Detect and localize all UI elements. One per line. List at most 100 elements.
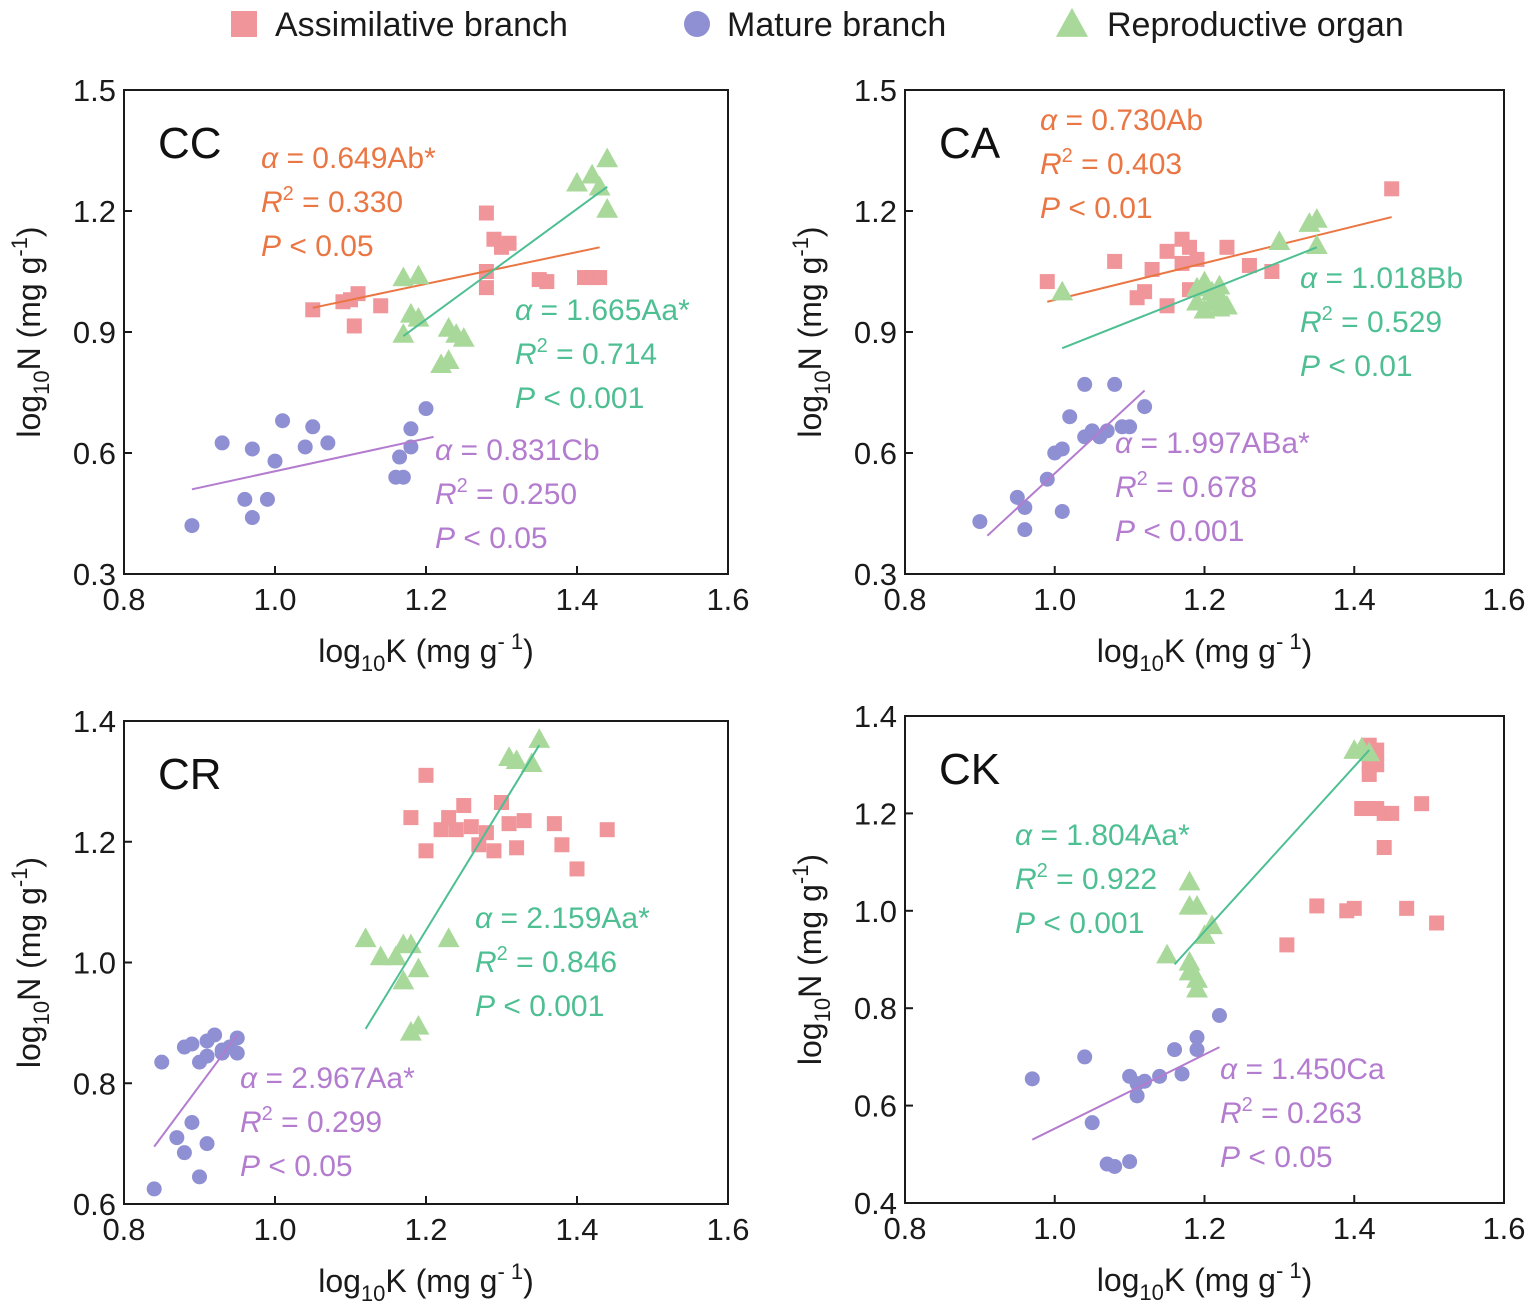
panel-cc: 0.8 1.0 1.2 1.4 1.6 0.3 0.6 0.9 1.2 1.5 log10K (mg… [7,73,750,676]
data-point-assimilative-branch [592,270,608,286]
x-tick-label: 1.2 [1183,1211,1226,1246]
stat-r2: R2 = 0.263 [1220,1094,1362,1130]
data-point-mature-branch [395,469,411,485]
y-tick-label: 0.9 [73,315,116,350]
data-point-reproductive-organ [1216,294,1238,315]
y-tick-label: 1.2 [73,194,116,229]
series-mature-branch: α = 2.967Aa* R2 = 0.299 P < 0.05 [146,1027,415,1197]
data-point-reproductive-organ [528,728,551,748]
data-point-assimilative-branch [478,205,494,221]
data-point-assimilative-branch [448,822,464,838]
x-tick-label: 1.4 [555,582,598,617]
x-tick-label: 1.2 [404,1212,447,1247]
stat-r2: R2 = 0.922 [1015,860,1157,896]
data-point-assimilative-branch [501,816,517,832]
data-point-reproductive-organ [430,353,453,374]
data-point-reproductive-organ [596,147,619,168]
stat-alpha: α = 1.450Ca [1220,1053,1385,1086]
fit-line-assimilative-branch [1047,216,1392,303]
data-point-mature-branch [297,439,313,455]
legend-label-mature-branch: Mature branch [727,6,946,44]
panels: 0.8 1.0 1.2 1.4 1.6 0.3 0.6 0.9 1.2 1.5 log10K (mg… [7,73,1526,1306]
data-point-mature-branch [229,1045,245,1061]
data-point-mature-branch [259,491,275,507]
data-point-mature-branch [199,1048,215,1064]
x-tick-label: 1.2 [1183,582,1226,617]
data-point-mature-branch [1174,1066,1190,1082]
data-point-mature-branch [1137,399,1153,415]
data-point-assimilative-branch [501,235,517,251]
data-point-reproductive-organ [1208,274,1231,295]
stat-r2: R2 = 0.403 [1040,145,1182,181]
data-point-assimilative-branch [1137,284,1153,300]
fit-line-mature-branch [153,1034,239,1148]
data-point-assimilative-branch [1376,839,1392,855]
data-point-assimilative-branch [456,798,472,814]
x-tick-label: 1.4 [1333,582,1376,617]
data-point-assimilative-branch [418,843,434,859]
data-point-mature-branch [244,510,260,526]
y-tick-label: 0.9 [854,315,897,350]
stat-alpha: α = 0.730Ab [1040,104,1203,137]
stat-r2: R2 = 0.846 [475,943,617,979]
stat-p: P < 0.001 [1015,907,1144,940]
data-point-assimilative-branch [486,843,502,859]
data-point-assimilative-branch [1144,261,1160,277]
stat-r2: R2 = 0.678 [1115,468,1257,504]
data-point-mature-branch [275,413,291,429]
legend: Assimilative branch Mature branch Reproduc… [231,6,1404,44]
data-point-assimilative-branch [1039,274,1055,290]
stat-p: P < 0.001 [475,990,604,1023]
legend-label-assimilative-branch: Assimilative branch [275,6,568,44]
data-point-reproductive-organ [452,327,475,347]
data-point-reproductive-organ [1305,208,1328,228]
data-point-assimilative-branch [1346,900,1362,916]
data-point-mature-branch [1122,1154,1138,1170]
fit-line-reproductive-organ [1061,246,1318,350]
x-tick-label: 1.0 [1033,582,1076,617]
stat-alpha: α = 2.159Aa* [475,902,650,935]
data-point-mature-branch [199,1136,215,1152]
data-point-reproductive-organ [588,175,611,196]
data-point-mature-branch [1167,1042,1183,1058]
data-point-assimilative-branch [403,810,419,826]
data-point-mature-branch [392,449,408,465]
data-point-mature-branch [418,401,434,417]
data-point-assimilative-branch [418,767,434,783]
data-point-assimilative-branch [1241,257,1257,273]
x-tick-label: 1.6 [706,1212,749,1247]
data-point-mature-branch [267,453,283,469]
series-assimilative-branch: α = 0.649Ab* R2 = 0.330 P < 0.05 [261,142,608,334]
data-point-reproductive-organ [566,171,588,192]
stat-alpha: α = 1.018Bb [1300,262,1463,295]
stat-p: P < 0.01 [1040,192,1153,225]
y-tick-label: 1.5 [73,73,116,108]
data-point-mature-branch [1122,419,1138,435]
legend-marker-mature-branch [684,11,710,37]
series-assimilative-branch [1279,737,1445,953]
data-point-assimilative-branch [305,302,321,318]
data-point-reproductive-organ [369,945,392,966]
y-tick-label: 0.8 [73,1066,116,1101]
x-tick-label: 0.8 [883,1211,926,1246]
data-point-reproductive-organ [392,323,415,343]
data-point-assimilative-branch [1309,898,1325,914]
data-point-assimilative-branch [539,274,555,290]
data-point-reproductive-organ [392,969,415,990]
x-tick-label: 1.6 [706,582,749,617]
stat-p: P < 0.05 [1220,1141,1333,1174]
x-tick-label: 1.6 [1482,1211,1525,1246]
data-point-reproductive-organ [581,163,604,184]
data-point-assimilative-branch [433,822,449,838]
x-tick-label: 1.6 [1482,582,1525,617]
data-point-assimilative-branch [1384,181,1400,197]
stat-p: P < 0.001 [1115,515,1244,548]
data-point-mature-branch [146,1181,162,1197]
data-point-mature-branch [1211,1008,1227,1024]
data-point-assimilative-branch [1107,253,1123,269]
series-mature-branch: α = 1.450Ca R2 = 0.263 P < 0.05 [1024,1008,1385,1174]
y-axis-label: log10N (mg g-1) [7,226,54,437]
data-point-reproductive-organ [1186,290,1208,311]
